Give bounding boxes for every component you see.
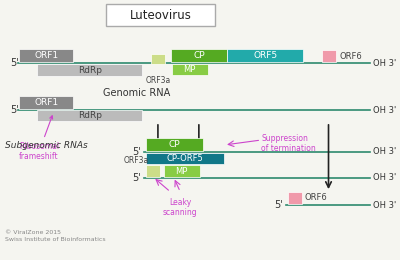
Text: CP: CP (193, 51, 205, 60)
Text: OH 3': OH 3' (373, 147, 397, 157)
Text: Suppression
of termination: Suppression of termination (261, 134, 316, 153)
FancyBboxPatch shape (164, 165, 200, 177)
FancyBboxPatch shape (37, 64, 142, 76)
Text: OH 3': OH 3' (373, 200, 397, 210)
Text: MP: MP (176, 166, 188, 176)
Text: Subgenomic RNAs: Subgenomic RNAs (5, 140, 88, 150)
FancyBboxPatch shape (146, 138, 203, 151)
Text: OH 3': OH 3' (373, 106, 397, 114)
Text: ORF1: ORF1 (34, 51, 58, 60)
Text: Genomic RNA: Genomic RNA (103, 88, 170, 98)
Text: ORF1: ORF1 (34, 98, 58, 107)
Text: ORF6: ORF6 (304, 193, 327, 203)
Text: CP: CP (169, 140, 180, 149)
FancyBboxPatch shape (172, 64, 208, 75)
FancyBboxPatch shape (37, 110, 142, 121)
Text: Leaky
scanning: Leaky scanning (163, 198, 198, 217)
Text: MP: MP (184, 65, 196, 74)
FancyBboxPatch shape (170, 49, 227, 62)
FancyBboxPatch shape (288, 192, 302, 204)
Text: Ribosomal
frameshift: Ribosomal frameshift (19, 116, 59, 161)
FancyBboxPatch shape (151, 54, 165, 64)
Text: RdRp: RdRp (78, 66, 102, 75)
FancyBboxPatch shape (20, 49, 73, 62)
Text: CP-ORF5: CP-ORF5 (167, 154, 204, 163)
Text: ORF3a: ORF3a (145, 76, 170, 85)
FancyBboxPatch shape (106, 4, 216, 26)
Text: 5': 5' (10, 105, 18, 115)
Text: 5': 5' (132, 173, 141, 183)
FancyBboxPatch shape (20, 96, 73, 109)
Text: ORF5: ORF5 (253, 51, 277, 60)
Text: OH 3': OH 3' (373, 58, 397, 68)
Text: © ViralZone 2015
Swiss Institute of Bioinformatics: © ViralZone 2015 Swiss Institute of Bioi… (5, 230, 106, 242)
Text: RdRp: RdRp (78, 111, 102, 120)
Text: Luteovirus: Luteovirus (130, 9, 192, 22)
Text: 5': 5' (10, 58, 18, 68)
FancyBboxPatch shape (322, 50, 336, 62)
Text: ORF3a: ORF3a (124, 156, 149, 165)
Text: ORF6: ORF6 (339, 51, 362, 61)
FancyBboxPatch shape (146, 153, 224, 164)
Text: 5': 5' (132, 147, 141, 157)
FancyBboxPatch shape (227, 49, 303, 62)
Text: OH 3': OH 3' (373, 173, 397, 183)
Text: 5': 5' (274, 200, 283, 210)
FancyBboxPatch shape (146, 165, 160, 177)
